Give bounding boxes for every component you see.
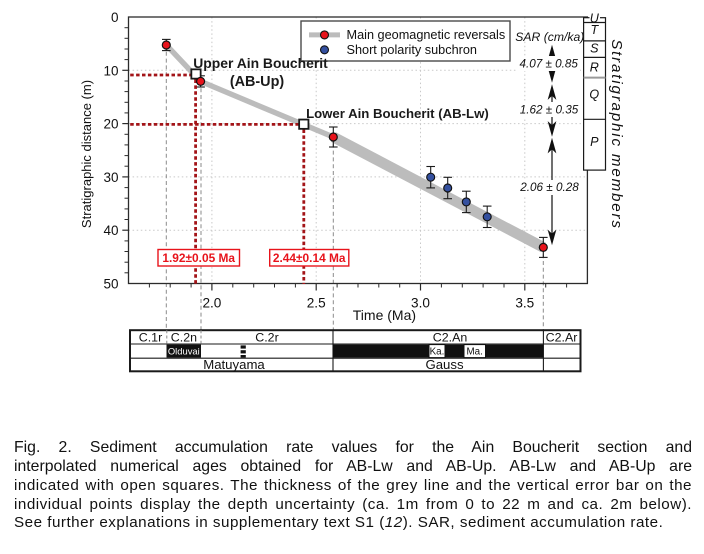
svg-text:3.5: 3.5 [515,295,534,310]
svg-text:Gauss: Gauss [425,357,464,372]
svg-text:30: 30 [103,170,118,185]
svg-text:40: 40 [103,223,118,238]
svg-text:Lower Ain Boucherit (AB-Lw): Lower Ain Boucherit (AB-Lw) [306,106,489,121]
svg-text:Ka.: Ka. [430,347,445,358]
svg-text:1.62 ± 0.35: 1.62 ± 0.35 [520,103,579,116]
svg-text:Q: Q [589,88,599,102]
svg-text:C2.An: C2.An [433,330,468,344]
svg-text:Upper Ain Boucherit: Upper Ain Boucherit [193,55,328,71]
svg-text:(AB-Up): (AB-Up) [230,74,285,90]
svg-text:Olduvai: Olduvai [168,346,200,357]
svg-text:20: 20 [103,117,118,132]
svg-text:Short polarity subchron: Short polarity subchron [347,43,477,57]
svg-text:C.2r: C.2r [255,330,278,344]
svg-text:2.06 ± 0.28: 2.06 ± 0.28 [519,181,579,194]
svg-text:C.1r: C.1r [139,330,162,344]
svg-text:1.92±0.05 Ma: 1.92±0.05 Ma [162,251,235,265]
svg-text:SAR (cm/ka): SAR (cm/ka) [515,30,584,44]
svg-text:2.0: 2.0 [202,295,221,310]
svg-text:Stratigraphic distance (m): Stratigraphic distance (m) [79,80,94,228]
svg-text:R: R [590,61,599,75]
svg-text:Main geomagnetic reversals: Main geomagnetic reversals [347,28,506,42]
svg-text:P: P [590,135,599,149]
svg-text:U: U [590,12,600,26]
svg-text:0: 0 [111,10,119,25]
svg-text:4.07 ± 0.85: 4.07 ± 0.85 [519,57,578,70]
svg-text:Ma.: Ma. [467,347,483,358]
svg-text:C.2n: C.2n [171,330,197,344]
svg-text:2.44±0.14 Ma: 2.44±0.14 Ma [273,251,346,265]
svg-text:2.5: 2.5 [307,295,326,310]
svg-text:C2.Ar: C2.Ar [546,330,578,344]
svg-text:10: 10 [103,63,118,78]
svg-text:50: 50 [103,276,118,291]
svg-text:Matuyama: Matuyama [203,357,265,372]
svg-text:Stratigraphic members: Stratigraphic members [608,39,625,230]
svg-text:S: S [590,41,599,55]
svg-text:Time (Ma): Time (Ma) [353,307,416,323]
svg-text:T: T [590,23,599,37]
svg-text:3.0: 3.0 [411,295,430,310]
